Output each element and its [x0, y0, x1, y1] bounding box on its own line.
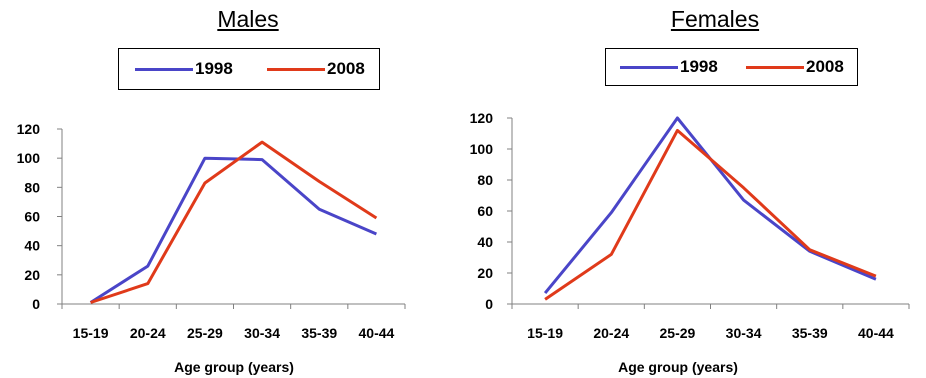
chart-legend: 1998 2008	[118, 48, 380, 90]
y-tick-label: 80	[477, 172, 493, 188]
legend-swatch-2008	[267, 67, 325, 71]
x-tick-label: 20-24	[130, 325, 166, 341]
females-chart-panel: Females 1998 2008 Age group (years) 0 20 4…	[463, 0, 926, 378]
x-tick-label: 35-39	[792, 325, 828, 341]
series-line-2008	[90, 140, 378, 304]
y-tick-label: 0	[32, 296, 40, 312]
x-tick-label: 15-19	[527, 325, 563, 341]
chart-title: Females	[670, 6, 760, 32]
y-tick-label: 20	[477, 265, 493, 281]
legend-item-2008: 2008	[267, 49, 365, 89]
x-tick-label: 40-44	[359, 325, 395, 341]
legend-label: 1998	[195, 59, 233, 78]
males-chart-panel: Males 1998 2008 Age group (years) 0 20 40 6…	[17, 6, 406, 375]
legend-swatch-2008	[746, 65, 804, 69]
x-tick-label: 30-34	[244, 325, 280, 341]
females-plot: Age group (years) 0 20 40 60 80 100 120 15-19 20…	[470, 110, 910, 375]
males-plot: Age group (years) 0 20 40 60 80 100 120 15-19 20…	[17, 121, 406, 375]
legend-label: 2008	[327, 59, 365, 78]
legend-swatch-1998	[135, 67, 193, 71]
y-tick-label: 60	[24, 209, 40, 225]
y-tick-label: 40	[477, 234, 493, 250]
y-tick-label: 100	[470, 141, 494, 157]
y-tick-label: 120	[17, 121, 41, 137]
y-tick-label: 0	[485, 296, 493, 312]
legend-label: 2008	[806, 57, 844, 76]
x-tick-label: 20-24	[593, 325, 629, 341]
x-tick-label: 35-39	[301, 325, 337, 341]
y-tick-label: 20	[24, 267, 40, 283]
x-tick-label: 40-44	[858, 325, 894, 341]
legend-item-1998: 1998	[135, 49, 233, 89]
legend-item-2008: 2008	[746, 49, 844, 85]
x-tick-label: 25-29	[660, 325, 696, 341]
x-axis-label: Age group (years)	[618, 359, 738, 375]
chart-title: Males	[217, 6, 279, 32]
series-line-2008	[544, 128, 877, 301]
y-tick-label: 40	[24, 238, 40, 254]
x-tick-label: 25-29	[187, 325, 223, 341]
x-tick-label: 15-19	[73, 325, 109, 341]
legend-item-1998: 1998	[620, 49, 718, 85]
x-tick-label: 30-34	[726, 325, 762, 341]
y-tick-label: 60	[477, 203, 493, 219]
y-tick-label: 120	[470, 110, 494, 126]
y-tick-label: 100	[17, 150, 41, 166]
chart-legend: 1998 2008	[605, 48, 858, 86]
series-line-1998	[89, 156, 377, 304]
legend-swatch-1998	[620, 65, 678, 69]
y-tick-label: 80	[24, 179, 40, 195]
x-axis-label: Age group (years)	[174, 359, 294, 375]
legend-label: 1998	[680, 57, 718, 76]
